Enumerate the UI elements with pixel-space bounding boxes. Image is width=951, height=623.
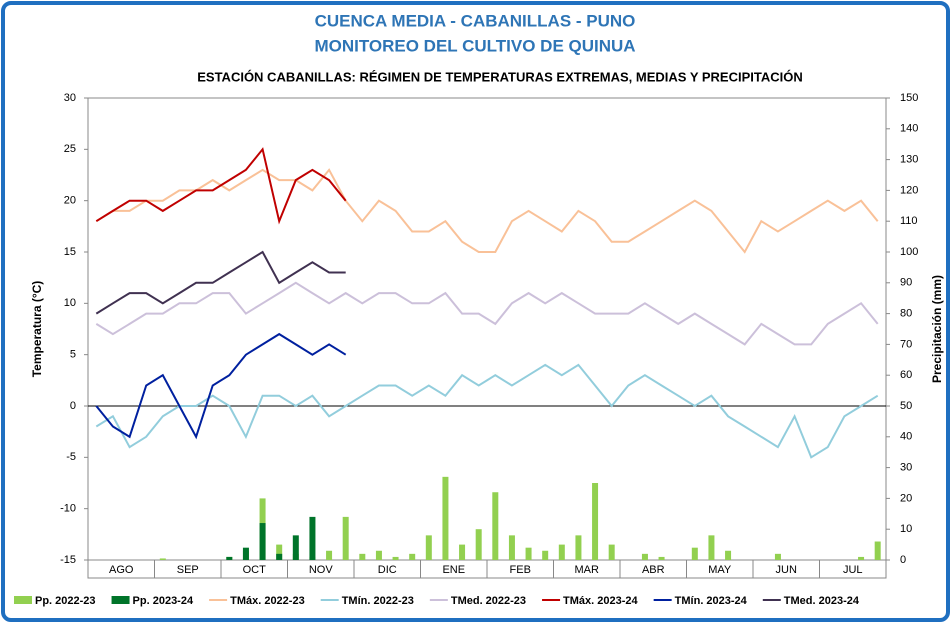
precip-bar [226, 556, 233, 560]
precip-bar [242, 547, 249, 560]
y2-tick-label: 30 [900, 462, 912, 474]
y2-label: Precipitación (mm) [930, 275, 944, 383]
y2-tick-label: 150 [900, 92, 918, 104]
chart-title: ESTACIÓN CABANILLAS: RÉGIMEN DE TEMPERAT… [197, 69, 803, 84]
x-tick-label: JUN [776, 564, 797, 576]
y2-tick-label: 0 [900, 554, 906, 566]
x-tick-label: OCT [243, 564, 267, 576]
legend-label: Pp. 2022-23 [35, 595, 96, 607]
x-tick-label: MAR [575, 564, 600, 576]
y2-tick-label: 60 [900, 369, 912, 381]
temp-line [95, 250, 346, 315]
x-tick-label: JUL [843, 564, 863, 576]
y-tick-label: 10 [64, 297, 76, 309]
x-tick-label: MAY [708, 564, 732, 576]
precip-bar [558, 544, 565, 560]
precip-bar [359, 553, 366, 560]
x-tick-label: ENE [442, 564, 465, 576]
legend-label: TMed. 2022-23 [451, 595, 526, 607]
precip-bar [708, 535, 715, 560]
precip-bar [608, 544, 615, 560]
precip-bar [774, 553, 781, 560]
y2-tick-label: 80 [900, 308, 912, 320]
subtitle: MONITOREO DEL CULTIVO DE QUINUA [314, 36, 635, 55]
legend-swatch [111, 596, 130, 604]
y2-tick-label: 110 [900, 215, 918, 227]
legend-label: TMáx. 2023-24 [563, 595, 638, 607]
y-tick-label: -10 [60, 503, 76, 515]
legend-label: TMín. 2022-23 [342, 595, 414, 607]
precip-bar [575, 535, 582, 560]
temp-line [95, 332, 347, 440]
precip-bar [641, 553, 648, 560]
y-tick-label: -15 [60, 554, 76, 566]
x-tick-label: NOV [309, 564, 334, 576]
precip-bar [492, 492, 499, 560]
precip-bar [459, 544, 466, 560]
precip-bar [326, 550, 333, 560]
y2-tick-label: 90 [900, 277, 912, 289]
y2-tick-label: 100 [900, 246, 918, 258]
precip-bar [276, 544, 283, 560]
y2-tick-label: 70 [900, 338, 912, 350]
temp-line [95, 147, 347, 225]
y-tick-label: 30 [64, 92, 76, 104]
y2-tick-label: 140 [900, 123, 918, 135]
y-tick-label: 15 [64, 246, 76, 258]
precip-bar [592, 483, 599, 560]
legend-label: Pp. 2023-24 [133, 595, 194, 607]
precip-bar [508, 535, 515, 560]
y-tick-label: 0 [70, 400, 76, 412]
y2-tick-label: 10 [900, 523, 912, 535]
precip-bar [392, 556, 399, 560]
precip-bar [525, 547, 532, 560]
legend-label: TMín. 2023-24 [675, 595, 748, 607]
temp-line [95, 168, 879, 254]
precip-bar [858, 556, 865, 560]
precip-bar [259, 523, 266, 560]
y-tick-label: 20 [64, 195, 76, 207]
x-tick-label: DIC [378, 564, 397, 576]
x-tick-label: ABR [642, 564, 665, 576]
precip-bar [475, 529, 482, 560]
precip-bar [658, 556, 665, 560]
precip-bar [874, 541, 881, 560]
precip-bar [159, 558, 166, 560]
precip-bar [409, 553, 416, 560]
precip-bar [292, 535, 299, 560]
x-tick-label: AGO [109, 564, 134, 576]
precip-bar [425, 535, 432, 560]
y2-tick-label: 40 [900, 431, 912, 443]
legend-swatch [14, 596, 32, 604]
precip-bar [276, 553, 283, 560]
precip-bar [725, 550, 732, 560]
y-label: Temperatura (°C) [30, 281, 44, 378]
precip-bar [309, 516, 316, 560]
temp-line [95, 363, 879, 459]
y-tick-label: -5 [66, 451, 76, 463]
y2-tick-label: 130 [900, 154, 918, 166]
precip-bar [442, 476, 449, 560]
legend-label: TMáx. 2022-23 [230, 595, 305, 607]
x-tick-label: SEP [177, 564, 199, 576]
precip-bar [691, 547, 698, 560]
month-cell [819, 559, 887, 579]
x-tick-label: FEB [510, 564, 531, 576]
y-tick-label: 25 [64, 143, 76, 155]
precip-bar [342, 516, 349, 560]
y-tick-label: 5 [70, 349, 76, 361]
precip-bar [375, 550, 382, 560]
y2-tick-label: 20 [900, 492, 912, 504]
temp-line [95, 281, 879, 346]
legend-label: TMed. 2023-24 [784, 595, 860, 607]
title: CUENCA MEDIA - CABANILLAS - PUNO [315, 11, 636, 30]
y2-tick-label: 120 [900, 184, 918, 196]
precip-bar [542, 550, 549, 560]
y2-tick-label: 50 [900, 400, 912, 412]
plot-area [87, 97, 887, 561]
